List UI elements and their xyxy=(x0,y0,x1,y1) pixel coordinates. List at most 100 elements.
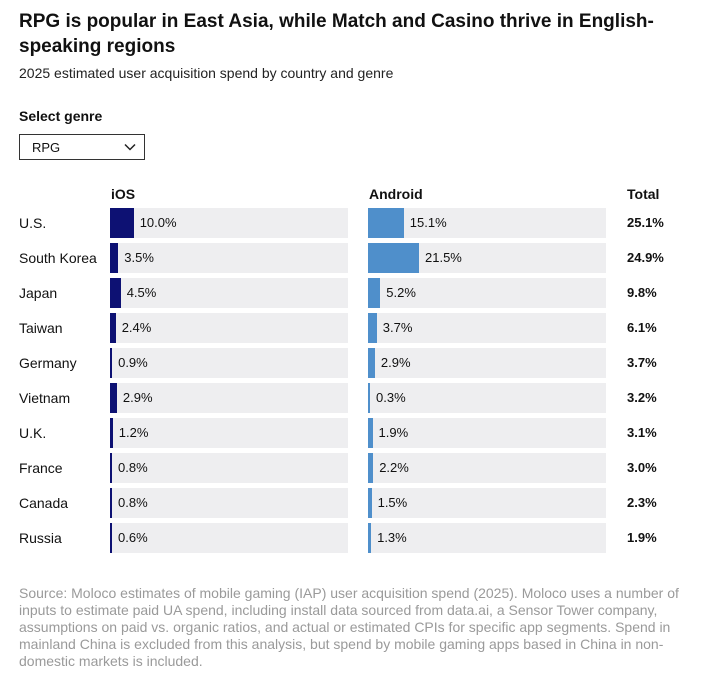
ios-bar xyxy=(110,488,112,518)
ios-bar-track: 1.2% xyxy=(110,418,348,448)
ios-value-label: 0.6% xyxy=(118,530,148,545)
table-row: Taiwan 2.4% 3.7% 6.1% xyxy=(0,313,720,343)
android-bar xyxy=(368,488,372,518)
android-bar-track: 1.5% xyxy=(368,488,606,518)
android-value-label: 0.3% xyxy=(376,390,406,405)
total-value-label: 6.1% xyxy=(627,320,657,335)
ios-value-label: 2.4% xyxy=(121,320,152,335)
android-value-label: 5.2% xyxy=(386,285,416,300)
total-value-label: 9.8% xyxy=(627,285,657,300)
country-label: Vietnam xyxy=(19,390,71,406)
ios-bar xyxy=(110,453,112,483)
android-bar-track: 3.7% xyxy=(368,313,606,343)
country-label: Canada xyxy=(19,495,69,511)
table-row: Russia 0.6% 1.3% 1.9% xyxy=(0,523,720,553)
ios-bar-track: 0.8% xyxy=(110,488,348,518)
android-value-label: 3.7% xyxy=(382,320,413,335)
ios-column-header: iOS xyxy=(111,186,136,202)
android-bar xyxy=(368,243,419,273)
android-bar xyxy=(368,453,374,483)
ios-value-label: 0.9% xyxy=(118,355,148,370)
total-value-label: 25.1% xyxy=(627,215,664,230)
android-bar xyxy=(368,278,381,308)
chart-title: RPG is popular in East Asia, while Match… xyxy=(19,11,654,57)
total-value-label: 24.9% xyxy=(627,250,664,265)
android-bar-track: 0.3% xyxy=(368,383,606,413)
ios-bar xyxy=(110,313,116,343)
ios-bar-track: 2.9% xyxy=(110,383,348,413)
country-label: U.K. xyxy=(19,425,47,441)
ios-bar xyxy=(110,243,119,273)
genre-select-label: Select genre xyxy=(19,108,103,124)
total-value-label: 3.7% xyxy=(627,355,657,370)
ios-bar-track: 3.5% xyxy=(110,243,348,273)
total-column-header: Total xyxy=(627,186,660,202)
ios-value-label: 4.5% xyxy=(126,285,157,300)
android-value-label: 15.1% xyxy=(409,215,447,230)
country-label: Russia xyxy=(19,530,62,546)
ios-bar-track: 2.4% xyxy=(110,313,348,343)
total-value-label: 3.0% xyxy=(627,460,657,475)
ios-bar-track: 10.0% xyxy=(110,208,348,238)
android-bar-track: 1.9% xyxy=(368,418,606,448)
android-value-label: 1.5% xyxy=(377,495,408,510)
table-row: France 0.8% 2.2% 3.0% xyxy=(0,453,720,483)
ios-value-label: 2.9% xyxy=(122,390,153,405)
android-value-label: 1.9% xyxy=(378,425,409,440)
total-value-label: 3.2% xyxy=(627,390,657,405)
ios-bar xyxy=(110,383,117,413)
android-bar-track: 2.2% xyxy=(368,453,606,483)
total-value-label: 1.9% xyxy=(627,530,657,545)
android-value-label: 2.9% xyxy=(380,355,411,370)
ios-bar-track: 0.6% xyxy=(110,523,348,553)
country-label: Taiwan xyxy=(19,320,63,336)
android-bar xyxy=(368,348,375,378)
country-label: South Korea xyxy=(19,250,97,266)
android-bar-track: 2.9% xyxy=(368,348,606,378)
ios-bar-track: 4.5% xyxy=(110,278,348,308)
ios-value-label: 1.2% xyxy=(118,425,149,440)
android-value-label: 21.5% xyxy=(425,250,462,265)
country-label: Japan xyxy=(19,285,58,301)
genre-select[interactable]: RPG xyxy=(19,134,145,160)
android-bar xyxy=(368,313,377,343)
android-value-label: 1.3% xyxy=(377,530,407,545)
ios-value-label: 3.5% xyxy=(124,250,154,265)
android-bar xyxy=(368,523,372,553)
android-bar-track: 21.5% xyxy=(368,243,606,273)
android-bar xyxy=(368,418,373,448)
table-row: Japan 4.5% 5.2% 9.8% xyxy=(0,278,720,308)
ios-bar xyxy=(110,418,113,448)
table-row: South Korea 3.5% 21.5% 24.9% xyxy=(0,243,720,273)
table-row: U.K. 1.2% 1.9% 3.1% xyxy=(0,418,720,448)
total-value-label: 3.1% xyxy=(627,425,657,440)
chevron-down-icon xyxy=(124,143,136,151)
table-row: Vietnam 2.9% 0.3% 3.2% xyxy=(0,383,720,413)
country-label: France xyxy=(19,460,63,476)
ios-bar xyxy=(110,208,134,238)
ios-value-label: 10.0% xyxy=(139,215,177,230)
ios-bar xyxy=(110,348,113,378)
android-bar xyxy=(368,208,404,238)
chart-subtitle: 2025 estimated user acquisition spend by… xyxy=(19,65,394,81)
android-bar-track: 1.3% xyxy=(368,523,606,553)
total-value-label: 2.3% xyxy=(627,495,657,510)
android-value-label: 2.2% xyxy=(379,460,409,475)
genre-select-value: RPG xyxy=(32,140,61,155)
ios-value-label: 0.8% xyxy=(118,460,148,475)
table-row: U.S. 10.0% 15.1% 25.1% xyxy=(0,208,720,238)
android-bar xyxy=(368,383,370,413)
ios-bar-track: 0.9% xyxy=(110,348,348,378)
android-bar-track: 15.1% xyxy=(368,208,606,238)
country-label: Germany xyxy=(19,355,77,371)
source-note: Source: Moloco estimates of mobile gamin… xyxy=(19,585,679,669)
ios-bar-track: 0.8% xyxy=(110,453,348,483)
ios-value-label: 0.8% xyxy=(118,495,148,510)
ios-bar xyxy=(110,523,112,553)
android-bar-track: 5.2% xyxy=(368,278,606,308)
table-row: Germany 0.9% 2.9% 3.7% xyxy=(0,348,720,378)
android-column-header: Android xyxy=(369,186,423,202)
ios-bar xyxy=(110,278,121,308)
country-label: U.S. xyxy=(19,215,47,231)
table-row: Canada 0.8% 1.5% 2.3% xyxy=(0,488,720,518)
